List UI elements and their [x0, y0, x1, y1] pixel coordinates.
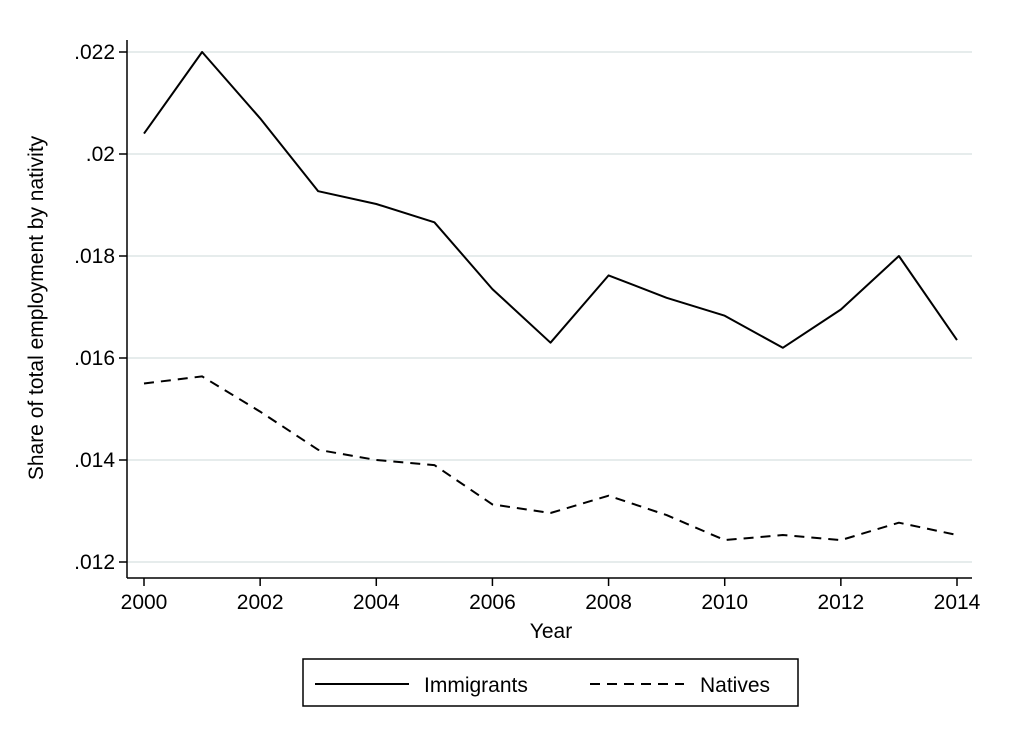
- y-tick-label: .02: [86, 143, 115, 166]
- legend-label-natives: Natives: [700, 674, 770, 697]
- x-tick-label: 2002: [237, 591, 284, 614]
- x-tick-label: 2010: [701, 591, 748, 614]
- legend-box: [302, 658, 799, 707]
- x-tick-label: 2000: [121, 591, 168, 614]
- y-tick-label: .016: [74, 347, 115, 370]
- series-lines: [143, 51, 958, 542]
- legend: Immigrants Natives: [302, 658, 799, 707]
- x-tick-label: 2014: [934, 591, 981, 614]
- x-axis-ticks: 2000 2002 2004 2006 2008 2010 2012 2014: [121, 578, 981, 614]
- series-line-natives: [143, 375, 958, 542]
- x-tick-label: 2008: [585, 591, 632, 614]
- y-tick-label: .012: [74, 551, 115, 574]
- axes: [126, 40, 972, 579]
- x-tick-label: 2012: [817, 591, 864, 614]
- y-axis-ticks: .012 .014 .016 .018 .02 .022: [74, 41, 127, 574]
- x-axis-title: Year: [530, 620, 572, 643]
- x-tick-label: 2006: [469, 591, 516, 614]
- y-tick-label: .022: [74, 41, 115, 64]
- y-tick-label: .018: [74, 245, 115, 268]
- series-line-immigrants: [143, 51, 958, 349]
- legend-label-immigrants: Immigrants: [424, 674, 528, 697]
- y-axis-title: Share of total employment by nativity: [25, 135, 48, 480]
- gridlines: [127, 51, 972, 563]
- y-tick-label: .014: [74, 449, 115, 472]
- x-tick-label: 2004: [353, 591, 400, 614]
